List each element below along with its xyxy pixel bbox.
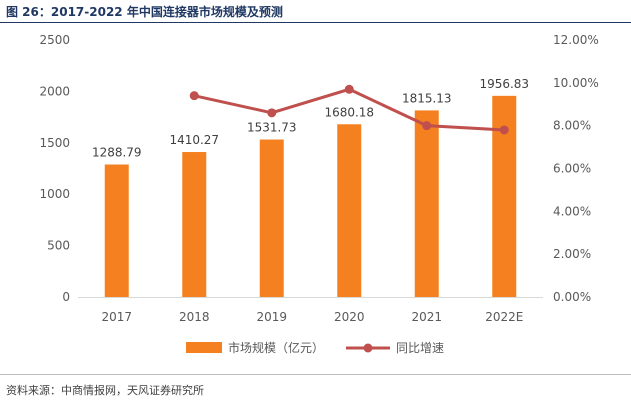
bar (182, 152, 207, 297)
x-axis: 2017 2018 2019 2020 2021 2022E (78, 297, 543, 324)
bar-series (104, 95, 517, 297)
left-tick-label: 1500 (39, 136, 70, 150)
x-tick-label: 2018 (179, 310, 210, 324)
growth-point (267, 108, 277, 118)
bar-value-label: 1956.83 (479, 77, 529, 91)
right-tick-label: 2.00% (553, 247, 591, 261)
growth-point (189, 91, 199, 101)
right-tick-label: 10.00% (553, 76, 599, 90)
x-tick-label: 2020 (334, 310, 365, 324)
left-axis: 0 500 1000 1500 2000 2500 (39, 33, 70, 304)
bar-value-label: 1815.13 (402, 91, 452, 105)
left-tick-label: 1000 (39, 187, 70, 201)
growth-point (422, 121, 432, 131)
bar (414, 110, 439, 297)
left-tick-label: 0 (62, 290, 70, 304)
left-tick-label: 2500 (39, 33, 70, 47)
legend: 市场规模（亿元） 同比增速 (186, 340, 444, 355)
figure-title: 图 26：2017-2022 年中国连接器市场规模及预测 (6, 5, 283, 19)
legend-bar-label: 市场规模（亿元） (228, 340, 324, 355)
bar (104, 164, 129, 297)
x-tick-label: 2022E (485, 310, 523, 324)
title-divider (0, 22, 631, 23)
right-tick-label: 12.00% (553, 33, 599, 47)
legend-line-marker (363, 343, 373, 353)
growth-point (344, 84, 354, 94)
legend-bar-swatch (186, 342, 222, 353)
right-tick-label: 0.00% (553, 290, 591, 304)
source-divider (0, 374, 631, 375)
right-tick-label: 4.00% (553, 204, 591, 218)
right-tick-label: 6.00% (553, 162, 591, 176)
bar-value-label: 1680.18 (324, 105, 374, 119)
bar-data-labels: 1288.79 1410.27 1531.73 1680.18 1815.13 1956.… (92, 77, 529, 160)
x-tick-label: 2019 (256, 310, 287, 324)
left-tick-label: 2000 (39, 84, 70, 98)
x-tick-label: 2021 (411, 310, 442, 324)
line-series (189, 84, 509, 135)
source-note: 资料来源：中商情报网，天风证券研究所 (6, 384, 204, 397)
legend-line-label: 同比增速 (396, 341, 444, 355)
bar-value-label: 1410.27 (169, 133, 219, 147)
right-axis: 0.00% 2.00% 4.00% 6.00% 8.00% 10.00% 12.00% (553, 33, 599, 304)
bar-value-label: 1288.79 (92, 146, 142, 160)
bar (337, 124, 362, 297)
right-tick-label: 8.00% (553, 119, 591, 133)
left-tick-label: 500 (47, 239, 70, 253)
bar-value-label: 1531.73 (247, 121, 297, 135)
x-tick-label: 2017 (101, 310, 132, 324)
growth-point (499, 125, 509, 135)
bar (259, 139, 284, 297)
chart: 0 500 1000 1500 2000 2500 0.00% 2.00% 4.00% 6.00… (39, 33, 599, 355)
